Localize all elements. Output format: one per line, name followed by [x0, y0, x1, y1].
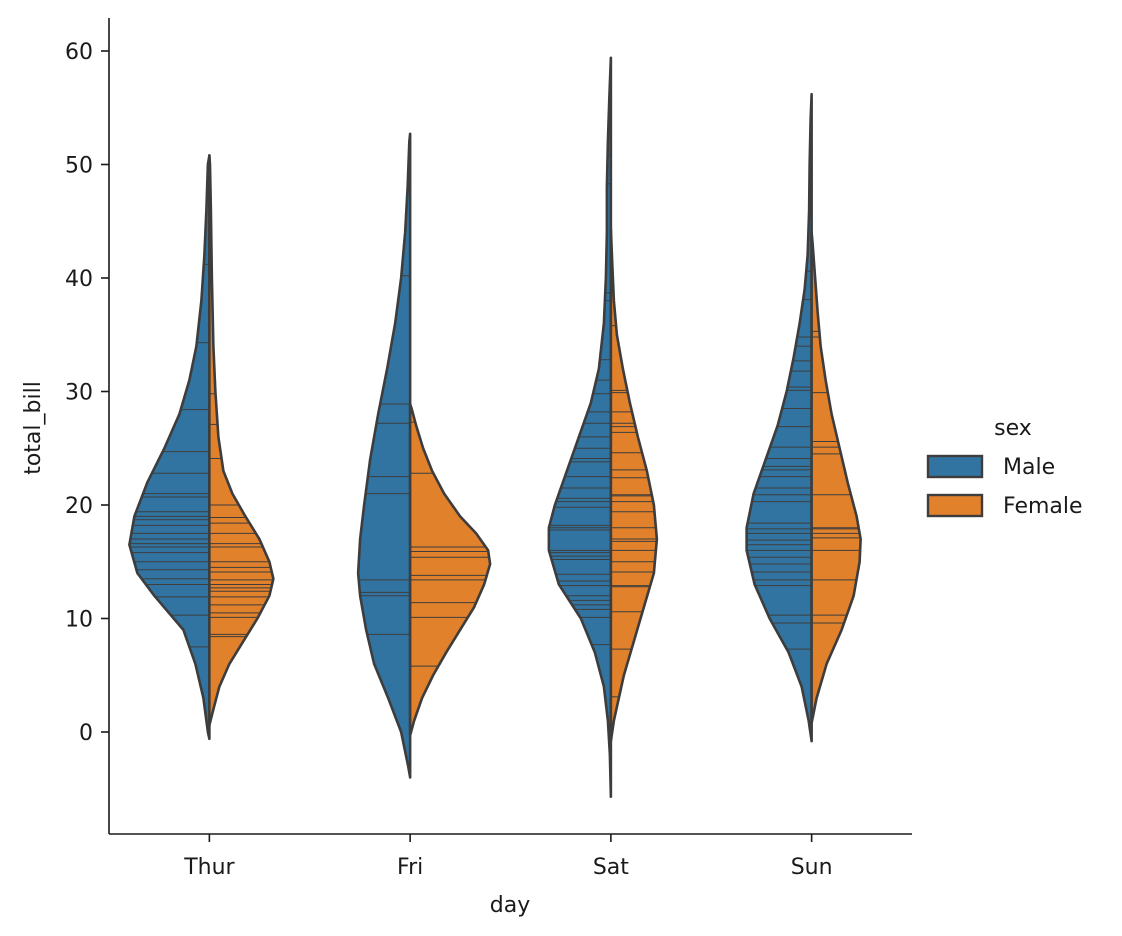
legend-label-male: Male — [1003, 455, 1055, 480]
violin-outline — [810, 231, 862, 725]
violin-body — [358, 133, 411, 778]
y-axis-label: total_bill — [21, 381, 46, 475]
y-ticks: 0 10 20 30 40 50 60 — [65, 40, 109, 746]
violin-outline — [128, 154, 211, 741]
violin-sat-male — [547, 56, 613, 798]
violin-sat-female — [609, 227, 659, 743]
violin-sun-female — [810, 231, 862, 725]
x-tick-label-thur: Thur — [183, 855, 235, 880]
violin-body — [811, 232, 861, 723]
y-tick-label: 0 — [79, 721, 93, 746]
violin-thur-female — [208, 154, 275, 727]
x-tick-label-sun: Sun — [791, 855, 833, 880]
violin-fri-female — [408, 402, 492, 737]
axes — [108, 18, 912, 835]
plot-area — [128, 56, 862, 798]
y-tick-label: 10 — [65, 608, 93, 633]
y-tick-label: 60 — [65, 40, 93, 65]
legend-label-female: Female — [1003, 494, 1083, 519]
violin-outline — [208, 154, 275, 727]
violin-fri-male — [356, 132, 412, 779]
violin-sun-male — [745, 92, 813, 743]
x-ticks: Thur Fri Sat Sun — [183, 834, 833, 880]
violin-outline — [609, 227, 659, 743]
violin-body — [746, 94, 812, 742]
y-tick-label: 30 — [65, 381, 93, 406]
violin-body — [209, 155, 274, 726]
violin-outline — [547, 56, 613, 798]
violin-body — [129, 155, 210, 739]
violin-body — [410, 403, 491, 736]
violin-outline — [745, 92, 813, 743]
violin-body — [548, 57, 611, 797]
legend-swatch-male — [926, 454, 984, 479]
y-tick-label: 50 — [65, 154, 93, 179]
x-tick-label-fri: Fri — [397, 855, 423, 880]
violin-body — [610, 229, 657, 742]
violin-outline — [408, 402, 492, 737]
y-tick-label: 40 — [65, 267, 93, 292]
violin-outline — [356, 132, 412, 779]
y-tick-label: 20 — [65, 494, 93, 519]
violin-thur-male — [128, 154, 211, 741]
legend-swatch-female — [926, 493, 984, 518]
legend: sex Male Female — [926, 416, 1083, 519]
legend-title: sex — [994, 416, 1032, 441]
x-tick-label-sat: Sat — [593, 855, 629, 880]
x-axis-label: day — [490, 893, 530, 918]
